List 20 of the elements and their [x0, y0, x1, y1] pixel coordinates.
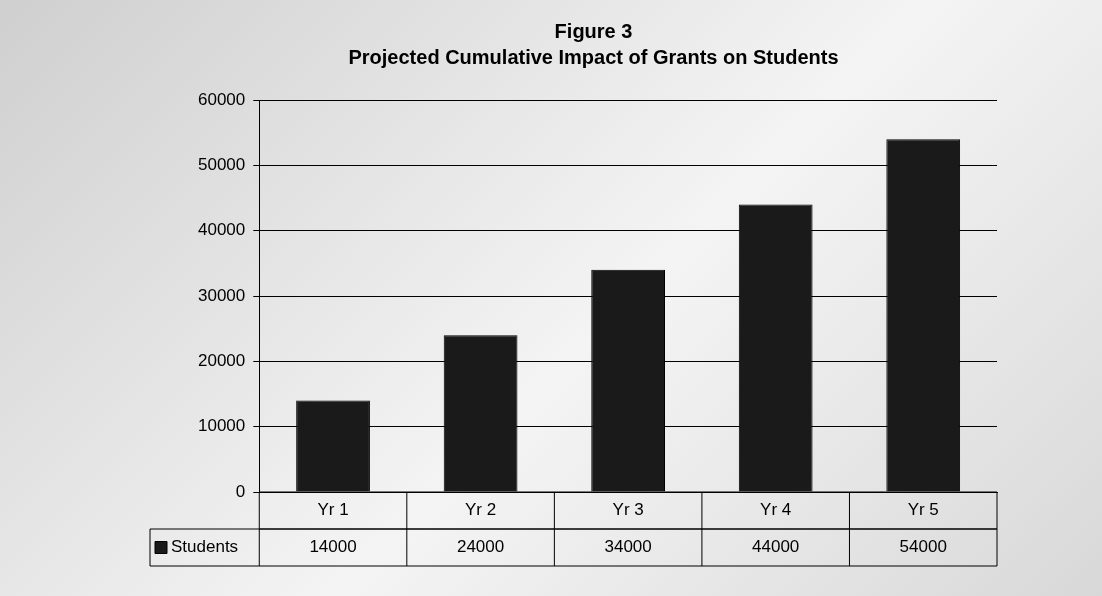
y-tick-label: 40000 — [197, 220, 246, 240]
x-tick-label: Yr 3 — [612, 500, 644, 520]
chart-title: Figure 3 — [554, 19, 633, 42]
x-tick-label: Yr 1 — [317, 500, 349, 520]
x-tick-label: Yr 5 — [907, 500, 939, 520]
data-label: 14000 — [309, 537, 357, 557]
y-tick-label: 50000 — [197, 155, 246, 175]
data-label: 24000 — [456, 537, 505, 557]
x-tick-label: Yr 2 — [465, 500, 497, 520]
data-label: 34000 — [604, 537, 652, 557]
y-tick-label: 0 — [235, 481, 246, 501]
data-label: 44000 — [752, 537, 800, 557]
y-tick-label: 30000 — [197, 285, 246, 305]
legend-label: Students — [171, 537, 239, 557]
y-tick-label: 60000 — [197, 89, 246, 109]
chart-subtitle: Projected Cumulative Impact of Grants on Students — [348, 45, 839, 68]
y-tick-label: 10000 — [197, 416, 246, 436]
data-label: 54000 — [899, 537, 947, 557]
x-tick-label: Yr 4 — [760, 500, 792, 520]
y-tick-label: 20000 — [197, 351, 246, 371]
